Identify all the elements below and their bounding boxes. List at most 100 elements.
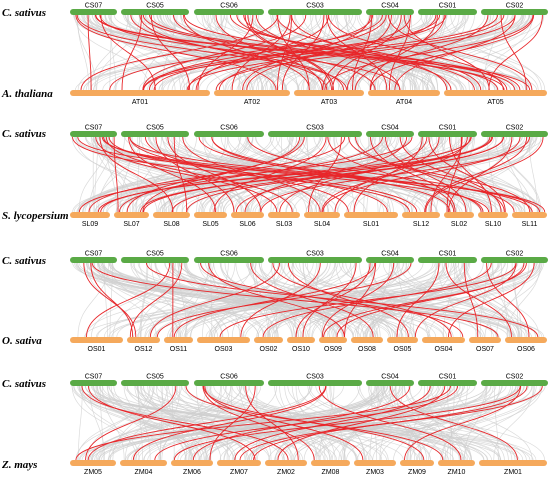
background-link (467, 136, 532, 213)
highlighted-link (346, 14, 445, 91)
background-link (511, 262, 522, 338)
background-link (76, 385, 155, 461)
background-link (205, 262, 538, 338)
highlighted-link (142, 14, 499, 91)
top-chromosome-bar (418, 131, 477, 137)
background-link (483, 14, 497, 91)
bottom-chromosome-bar (127, 337, 160, 343)
highlighted-link (204, 385, 364, 461)
bottom-chromosome-bar (114, 212, 149, 218)
top-chromosome-bar (194, 380, 264, 386)
top-chromosome-bar (481, 131, 548, 137)
background-link (444, 385, 543, 461)
bottom-chromosome-label: SL10 (485, 221, 501, 228)
highlighted-link (277, 14, 293, 91)
background-link (199, 385, 382, 461)
background-link (392, 385, 505, 461)
highlighted-link (448, 262, 535, 338)
highlighted-link (100, 14, 156, 91)
background-link (357, 136, 379, 213)
background-link (132, 14, 436, 91)
background-link (477, 14, 534, 91)
background-link (245, 262, 526, 338)
top-chromosome-bar (481, 9, 548, 15)
top-chromosome-label: CS02 (506, 251, 524, 258)
bottom-chromosome-bar (438, 460, 475, 466)
background-link (81, 14, 314, 91)
bottom-chromosome-label: OS03 (215, 346, 233, 353)
top-chromosome-bar (121, 257, 189, 263)
background-link (140, 385, 237, 461)
bottom-chromosome-bar (444, 212, 474, 218)
highlighted-link (445, 262, 512, 338)
background-link (251, 262, 278, 338)
bottom-chromosome-label: OS11 (170, 346, 187, 353)
highlighted-link (352, 14, 373, 91)
top-species-label: C. sativus (2, 255, 46, 267)
top-chromosome-label: CS04 (381, 125, 399, 132)
highlighted-link (150, 14, 191, 91)
bottom-chromosome-label: SL07 (123, 221, 139, 228)
background-link (502, 136, 542, 213)
highlighted-link (323, 262, 527, 338)
background-link (262, 14, 456, 91)
highlighted-link (396, 262, 440, 338)
highlighted-link (486, 262, 530, 338)
top-chromosome-bar (366, 131, 414, 137)
bottom-chromosome-bar (479, 460, 547, 466)
background-link (442, 136, 456, 213)
background-link (465, 262, 540, 338)
highlighted-link (322, 136, 521, 213)
background-link (365, 262, 505, 338)
background-link (269, 14, 509, 91)
bottom-chromosome-bar (70, 460, 116, 466)
background-link (455, 262, 493, 338)
bottom-species-label: O. sativa (2, 335, 42, 347)
bottom-chromosome-bar (287, 337, 315, 343)
highlighted-link (344, 262, 377, 338)
top-chromosome-bar (194, 131, 264, 137)
bottom-chromosome-label: ZM01 (504, 469, 522, 476)
background-link (120, 136, 133, 213)
highlighted-link (428, 136, 506, 213)
background-link (85, 262, 257, 338)
top-chromosome-bar (418, 9, 477, 15)
bottom-chromosome-label: ZM08 (322, 469, 340, 476)
highlighted-link (103, 136, 490, 213)
background-link (405, 262, 520, 338)
top-chromosome-bar (268, 131, 362, 137)
bottom-chromosome-bars: ZM05 ZM04 ZM06 ZM07 ZM02 ZM08 ZM03 ZM09 ZM10 ZM01 (70, 460, 547, 476)
background-link (93, 136, 222, 213)
background-link (446, 385, 468, 461)
highlighted-link (240, 262, 321, 338)
background-link (77, 385, 83, 461)
highlighted-link (173, 262, 376, 338)
background-link (380, 385, 494, 461)
background-link (405, 385, 513, 461)
top-chromosome-label: CS07 (85, 125, 103, 132)
bottom-chromosome-bar (368, 90, 440, 96)
background-link (159, 385, 164, 461)
highlighted-link (355, 136, 505, 213)
top-chromosome-label: CS07 (85, 374, 103, 381)
bottom-chromosome-label: SL05 (202, 221, 218, 228)
highlighted-link (448, 136, 513, 213)
background-link (398, 262, 518, 338)
highlighted-link (80, 14, 279, 91)
bottom-chromosome-label: SL03 (276, 221, 292, 228)
highlighted-link (94, 14, 505, 91)
background-link (430, 385, 509, 461)
highlighted-link (167, 136, 262, 213)
background-link (112, 262, 330, 338)
highlighted-link (129, 136, 533, 213)
top-chromosome-bars: CS07 CS05 CS06 CS03 CS04 CS01 CS02 (70, 374, 548, 386)
background-link (98, 385, 404, 461)
bottom-chromosome-label: SL12 (413, 221, 429, 228)
top-chromosome-label: CS07 (85, 251, 103, 258)
bottom-chromosome-bar (197, 337, 250, 343)
background-link (133, 262, 224, 338)
highlighted-link (173, 136, 188, 213)
bottom-chromosome-label: SL01 (363, 221, 379, 228)
bottom-chromosome-label: AT02 (244, 99, 260, 106)
background-link (101, 136, 314, 213)
